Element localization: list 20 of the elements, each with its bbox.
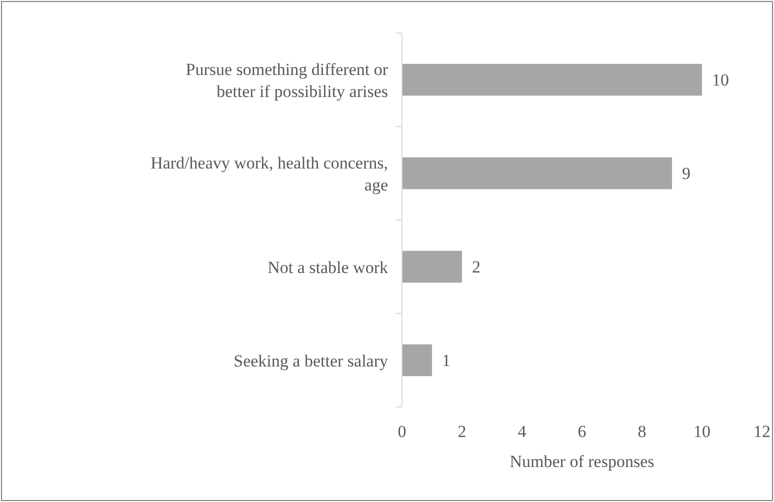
- x-tick-label: 2: [458, 422, 466, 441]
- y-tick-label: Seeking a better salary: [234, 350, 388, 370]
- x-tick-label: 0: [398, 422, 406, 441]
- data-label: 2: [472, 257, 480, 276]
- x-tick-label: 12: [754, 422, 770, 441]
- bar: [402, 250, 462, 283]
- x-axis-title: Number of responses: [510, 452, 654, 471]
- x-tick-label: 10: [694, 422, 710, 441]
- y-tick-label: Pursue something different or better if possibility arises: [186, 59, 388, 100]
- data-label: 10: [712, 70, 729, 90]
- data-label: 1: [442, 350, 450, 370]
- bar: [402, 157, 672, 190]
- x-tick-label: 4: [518, 422, 527, 441]
- y-tick-label: Hard/heavy work, health concerns, age: [150, 152, 388, 194]
- data-label: 9: [682, 164, 690, 183]
- y-tick-label: Not a stable work: [268, 257, 388, 276]
- bar: [402, 344, 432, 376]
- x-tick-label: 6: [578, 422, 586, 441]
- bar: [402, 64, 702, 96]
- x-tick-label: 8: [638, 422, 646, 441]
